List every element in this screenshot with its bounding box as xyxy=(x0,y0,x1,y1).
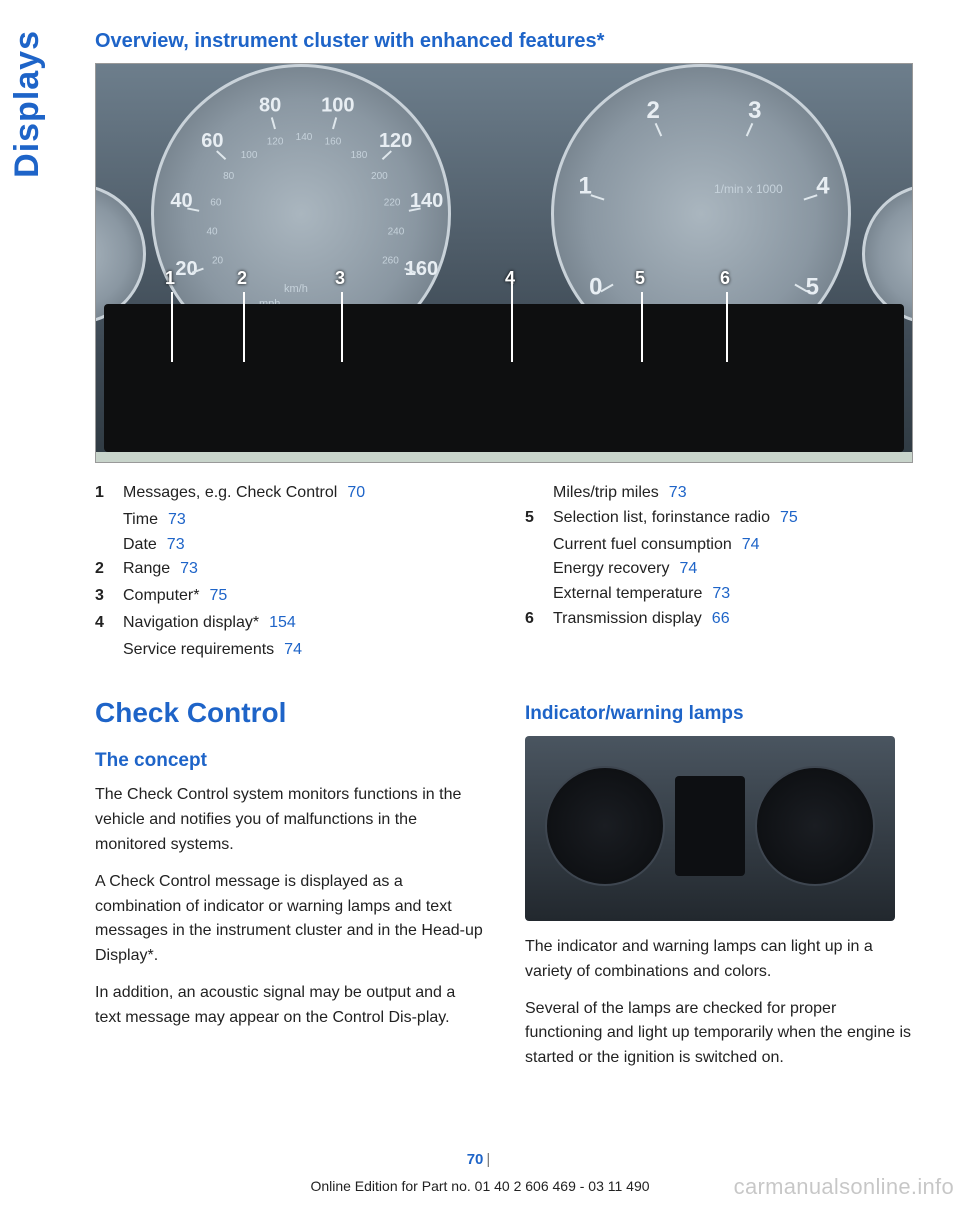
svg-text:260: 260 xyxy=(382,255,399,266)
lamps-illustration xyxy=(525,736,895,921)
page-number: 70| xyxy=(467,1151,494,1168)
svg-text:3: 3 xyxy=(748,97,761,124)
legend-col-left: 1Messages, e.g. Check Control70Time73Dat… xyxy=(95,481,485,663)
page-number-bar: | xyxy=(486,1151,490,1168)
svg-text:20: 20 xyxy=(175,258,197,280)
svg-text:80: 80 xyxy=(223,171,235,182)
svg-text:1: 1 xyxy=(578,172,591,199)
mini-dial-left xyxy=(545,766,665,886)
subheading-concept: The concept xyxy=(95,746,485,775)
svg-text:60: 60 xyxy=(210,198,222,209)
edge-gauge-right xyxy=(862,184,913,324)
svg-text:80: 80 xyxy=(259,95,281,117)
paragraph: A Check Control message is displayed as … xyxy=(95,870,485,969)
paragraph: The Check Control system monitors functi… xyxy=(95,783,485,857)
legend-subitem: Date73 xyxy=(123,533,485,558)
legend-subitem: External temperature73 xyxy=(553,582,915,607)
cluster-illustration: 2040608010012014016020406080100120140160… xyxy=(95,63,913,463)
callout-line xyxy=(341,292,343,362)
callout-number: 2 xyxy=(237,268,247,289)
callout-number: 4 xyxy=(505,268,515,289)
paragraph: The indicator and warning lamps can ligh… xyxy=(525,935,915,985)
svg-text:120: 120 xyxy=(379,130,412,152)
legend-item: 2Range73 xyxy=(95,557,485,582)
svg-text:0: 0 xyxy=(589,274,602,301)
legend-item: 3Computer*75 xyxy=(95,584,485,609)
svg-text:2: 2 xyxy=(646,97,659,124)
svg-text:180: 180 xyxy=(351,150,368,161)
legend-item: 5Selection list, forinstance radio75 xyxy=(525,506,915,531)
mini-center-panel xyxy=(675,776,745,876)
body-col-left: Check Control The concept The Check Cont… xyxy=(95,663,485,1083)
svg-text:160: 160 xyxy=(405,258,438,280)
paragraph: Several of the lamps are checked for pro… xyxy=(525,997,915,1071)
legend-col-right: Miles/trip miles735Selection list, forin… xyxy=(525,481,915,663)
body-columns: Check Control The concept The Check Cont… xyxy=(95,663,915,1083)
legend-subitem: Miles/trip miles73 xyxy=(553,481,915,506)
callout-line xyxy=(726,292,728,362)
svg-text:140: 140 xyxy=(296,132,313,143)
legend-item: 1Messages, e.g. Check Control70 xyxy=(95,481,485,506)
legend-columns: 1Messages, e.g. Check Control70Time73Dat… xyxy=(95,481,915,663)
tach-caption: 1/min x 1000 xyxy=(714,182,783,196)
legend-subitem: Energy recovery74 xyxy=(553,557,915,582)
callout-line xyxy=(171,292,173,362)
legend-subitem: Current fuel consumption74 xyxy=(553,533,915,558)
subheading-lamps: Indicator/warning lamps xyxy=(525,699,915,728)
legend-subitem: Service requirements74 xyxy=(123,638,485,663)
display-dark-zone xyxy=(104,304,904,452)
legend-subitem: Time73 xyxy=(123,508,485,533)
callout-number: 6 xyxy=(720,268,730,289)
svg-text:20: 20 xyxy=(212,255,224,266)
para-right-group: The indicator and warning lamps can ligh… xyxy=(525,935,915,1071)
svg-text:km/h: km/h xyxy=(284,283,308,295)
svg-text:4: 4 xyxy=(816,172,830,199)
callout-number: 3 xyxy=(335,268,345,289)
legend-item: 6Transmission display66 xyxy=(525,607,915,632)
callout-line xyxy=(243,292,245,362)
page-content: Overview, instrument cluster with enhanc… xyxy=(95,30,915,1083)
callout-number: 1 xyxy=(165,268,175,289)
edge-gauge-left xyxy=(95,184,146,324)
svg-text:240: 240 xyxy=(388,227,405,238)
page-number-value: 70 xyxy=(467,1151,484,1168)
svg-text:100: 100 xyxy=(241,150,258,161)
legend-item: 4Navigation display*154 xyxy=(95,611,485,636)
side-tab-label: Displays xyxy=(8,30,47,178)
svg-text:5: 5 xyxy=(806,274,819,301)
mini-dial-right xyxy=(755,766,875,886)
callout-line xyxy=(641,292,643,362)
body-col-right: Indicator/warning lamps The indicator an… xyxy=(525,663,915,1083)
svg-text:100: 100 xyxy=(321,95,354,117)
svg-text:220: 220 xyxy=(384,198,401,209)
svg-text:60: 60 xyxy=(201,130,223,152)
heading-check-control: Check Control xyxy=(95,691,485,734)
svg-text:40: 40 xyxy=(206,227,218,238)
para-left-group: The Check Control system monitors functi… xyxy=(95,783,485,1030)
svg-text:200: 200 xyxy=(371,171,388,182)
paragraph: In addition, an acoustic signal may be o… xyxy=(95,981,485,1031)
watermark: carmanualsonline.info xyxy=(734,1174,954,1200)
ground-strip xyxy=(96,452,912,462)
svg-text:120: 120 xyxy=(267,137,284,148)
svg-text:160: 160 xyxy=(325,137,342,148)
callout-number: 5 xyxy=(635,268,645,289)
section-heading: Overview, instrument cluster with enhanc… xyxy=(95,30,915,53)
callout-line xyxy=(511,272,513,362)
